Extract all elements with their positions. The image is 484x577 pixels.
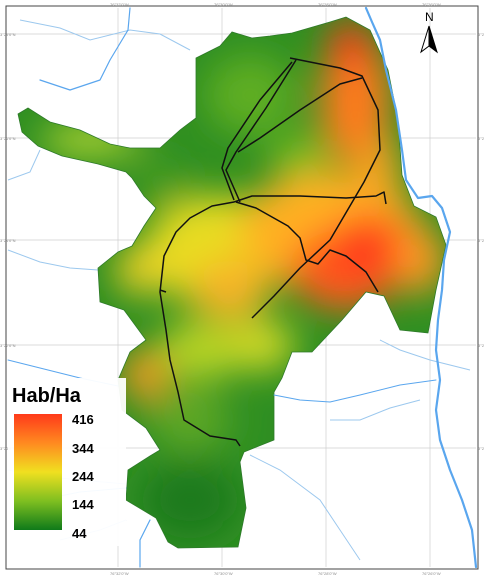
left-coord-1: 3°28'0"N [0,32,16,37]
legend-tick-44: 44 [72,526,87,541]
legend-tick-344: 344 [72,441,94,456]
legend: Hab/Ha 416 344 244 144 44 [8,378,126,546]
legend-color-ramp [14,414,62,530]
bottom-coord-3: 76°28'0"W [318,571,337,576]
south-stream [273,379,437,403]
north-arrow-icon [420,25,438,54]
legend-title: Hab/Ha [12,385,82,407]
top-coord-1: 76°32'0"W [110,2,129,7]
legend-tick-416: 416 [72,412,94,427]
left-coord-4: 3°22'0"N [0,343,16,348]
south-river [139,519,151,568]
transit-lines [159,57,387,447]
right-coord-1: 3°28'0"N [478,32,484,37]
north-letter: N [425,10,434,24]
bottom-coord-4: 76°26'0"W [422,571,441,576]
left-coord-5: 3°20'0"N [0,446,16,451]
map-frame [5,5,479,570]
bottom-coord-2: 76°30'0"W [214,571,233,576]
right-coord-4: 3°22'0"N [478,343,484,348]
bottom-coord-1: 76°32'0"W [110,571,129,576]
top-coord-4: 76°26'0"W [422,2,441,7]
right-coord-3: 3°24'0"N [478,238,484,243]
north-arrow: N [420,10,438,54]
left-coord-2: 3°26'0"N [0,136,16,141]
left-coord-3: 3°24'0"N [0,238,16,243]
legend-tick-244: 244 [72,469,94,484]
right-coord-5: 3°20'0"N [478,446,484,451]
side-river [39,7,131,91]
top-coord-3: 76°28'0"W [318,2,337,7]
right-coord-2: 3°26'0"N [478,136,484,141]
main-river [364,6,478,569]
legend-tick-144: 144 [72,497,94,512]
top-coord-2: 76°30'0"W [214,2,233,7]
